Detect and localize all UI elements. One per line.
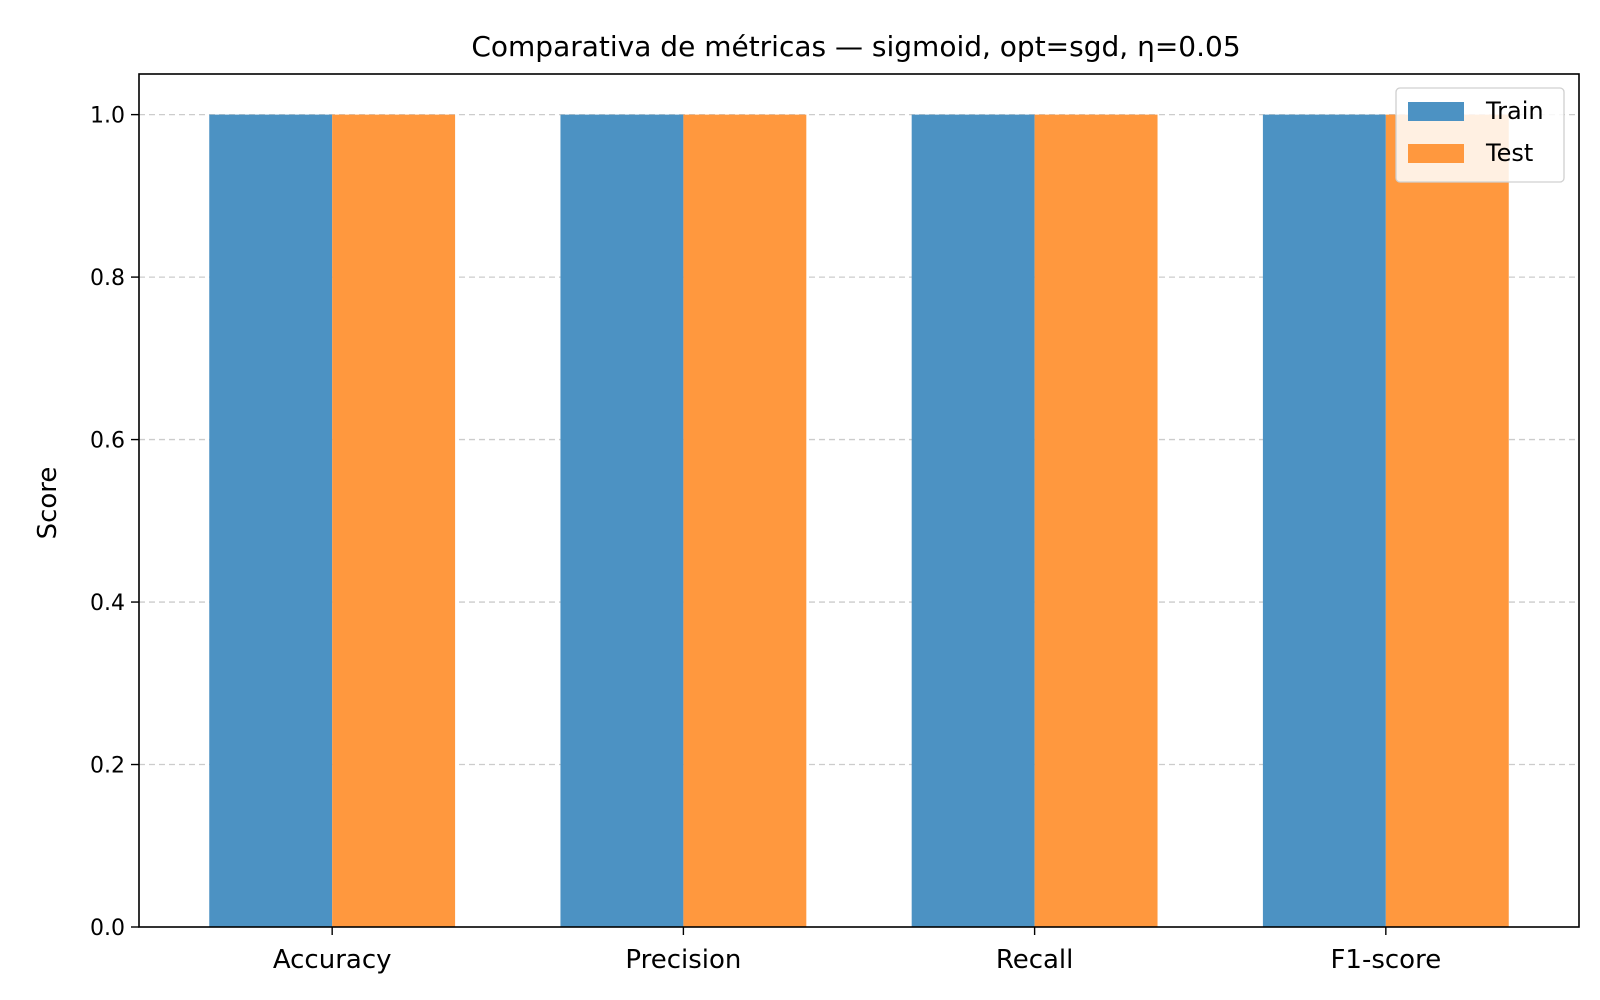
legend-swatch-train bbox=[1408, 102, 1464, 121]
y-axis-label: Score bbox=[33, 467, 63, 540]
bar-train-precision bbox=[560, 114, 684, 928]
bar-test-precision bbox=[683, 114, 807, 928]
legend-label-train: Train bbox=[1485, 97, 1544, 125]
y-tick-label: 0.2 bbox=[90, 754, 125, 779]
legend-swatch-test bbox=[1408, 144, 1464, 163]
plot-frame bbox=[138, 73, 1580, 928]
x-tick-label: Recall bbox=[996, 945, 1074, 975]
y-tick-label: 0.4 bbox=[90, 591, 125, 616]
x-tick-label: Accuracy bbox=[273, 945, 392, 975]
x-axis-ticks: Accuracy Precision Recall F1-score bbox=[273, 927, 1441, 975]
y-axis-ticks: 0.0 0.2 0.4 0.6 0.8 1.0 bbox=[90, 104, 139, 941]
y-tick-label: 0.8 bbox=[90, 266, 125, 291]
bar-train-accuracy bbox=[209, 114, 333, 928]
bar-test-f1-score bbox=[1385, 114, 1509, 928]
bar-train-f1-score bbox=[1262, 114, 1386, 928]
legend: Train Test bbox=[1395, 87, 1565, 183]
legend-label-test: Test bbox=[1485, 139, 1533, 167]
x-tick-label: F1-score bbox=[1330, 945, 1441, 975]
chart-title: Comparativa de métricas — sigmoid, opt=s… bbox=[471, 30, 1240, 63]
y-tick-label: 0.6 bbox=[90, 429, 125, 454]
bar-test-accuracy bbox=[332, 114, 456, 928]
bar-test-recall bbox=[1034, 114, 1158, 928]
bar-train-recall bbox=[911, 114, 1035, 928]
bars bbox=[209, 114, 1509, 928]
y-tick-label: 0.0 bbox=[90, 916, 125, 941]
y-tick-label: 1.0 bbox=[90, 104, 125, 129]
x-tick-label: Precision bbox=[625, 945, 741, 975]
